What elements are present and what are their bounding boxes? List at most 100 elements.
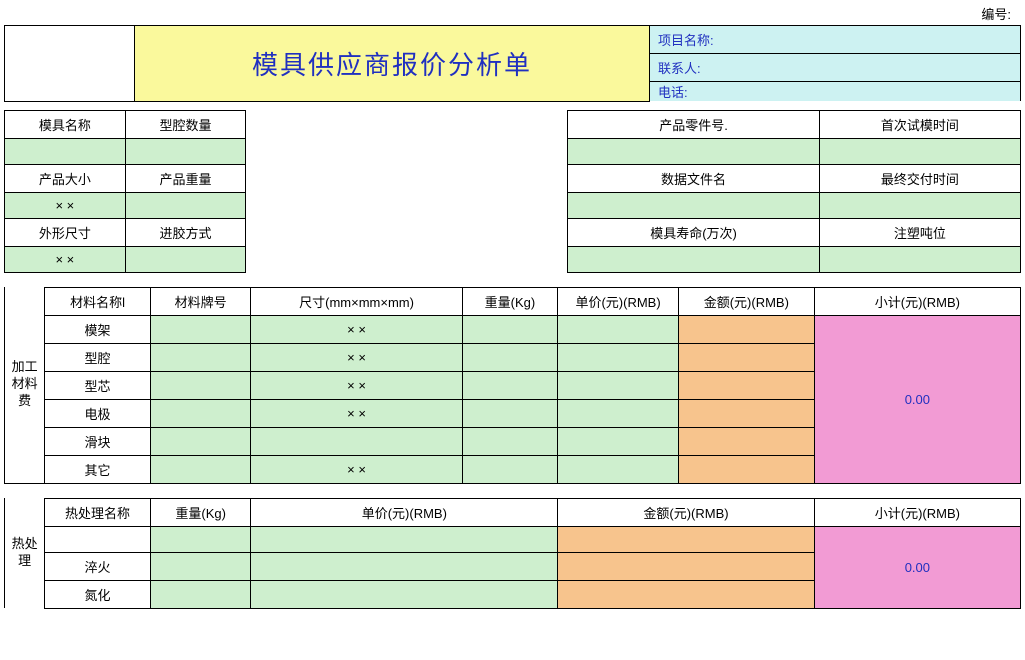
mat-row-brand xyxy=(150,371,251,399)
heat-row-name: 氮化 xyxy=(45,580,151,608)
mat-row-amount xyxy=(678,455,814,483)
mat-row-unit-price xyxy=(558,371,679,399)
part-number-label: 产品零件号. xyxy=(568,110,819,138)
heat-row-unit-price xyxy=(251,526,558,552)
mat-row-brand xyxy=(150,427,251,455)
mat-row-weight xyxy=(462,455,558,483)
heat-section-label: 热处理 xyxy=(5,498,45,608)
mold-life-value xyxy=(568,246,819,272)
mat-row-amount xyxy=(678,427,814,455)
material-subtotal: 0.00 xyxy=(814,315,1020,483)
product-size-value: × × xyxy=(5,192,126,218)
mat-row-brand xyxy=(150,343,251,371)
gap-cell xyxy=(246,192,568,218)
outline-value: × × xyxy=(5,246,126,272)
mat-row-brand xyxy=(150,399,251,427)
heat-row-weight xyxy=(150,526,251,552)
mat-row-name: 模架 xyxy=(45,315,151,343)
mat-row-size: × × xyxy=(251,343,462,371)
cavity-count-label: 型腔数量 xyxy=(125,110,246,138)
heat-col-name: 热处理名称 xyxy=(45,498,151,526)
gate-method-value xyxy=(125,246,246,272)
first-trial-label: 首次试模时间 xyxy=(819,110,1020,138)
col-amount: 金额(元)(RMB) xyxy=(678,287,814,315)
data-file-label: 数据文件名 xyxy=(568,164,819,192)
mat-row-size: × × xyxy=(251,399,462,427)
final-delivery-value xyxy=(819,192,1020,218)
mat-row-weight xyxy=(462,315,558,343)
col-name: 材料名称l xyxy=(45,287,151,315)
product-weight-label: 产品重量 xyxy=(125,164,246,192)
mat-row-amount xyxy=(678,371,814,399)
header-table: 模具供应商报价分析单 项目名称: 联系人: 电话: xyxy=(4,25,1021,102)
gap-cell xyxy=(246,110,568,138)
heat-row-unit-price xyxy=(251,552,558,580)
heat-row-name xyxy=(45,526,151,552)
mat-row-unit-price xyxy=(558,315,679,343)
mat-row-name: 电极 xyxy=(45,399,151,427)
heat-col-weight: 重量(Kg) xyxy=(150,498,251,526)
mat-row-name: 滑块 xyxy=(45,427,151,455)
heat-col-amount: 金额(元)(RMB) xyxy=(558,498,815,526)
mat-row-size: × × xyxy=(251,371,462,399)
gate-method-label: 进胶方式 xyxy=(125,218,246,246)
heat-table: 热处理 热处理名称 重量(Kg) 单价(元)(RMB) 金额(元)(RMB) 小… xyxy=(4,498,1021,609)
mat-row-brand xyxy=(150,455,251,483)
mat-row-amount xyxy=(678,315,814,343)
first-trial-value xyxy=(819,138,1020,164)
part-number-value xyxy=(568,138,819,164)
product-size-label: 产品大小 xyxy=(5,164,126,192)
heat-row-amount xyxy=(558,526,815,552)
product-weight-value xyxy=(125,192,246,218)
mat-row-amount xyxy=(678,399,814,427)
heat-row-weight xyxy=(150,580,251,608)
mat-row-unit-price xyxy=(558,343,679,371)
heat-row-amount xyxy=(558,552,815,580)
gap-cell xyxy=(246,218,568,246)
mat-row-size: × × xyxy=(251,315,462,343)
mat-row-unit-price xyxy=(558,399,679,427)
outline-label: 外形尺寸 xyxy=(5,218,126,246)
mat-row-weight xyxy=(462,371,558,399)
mat-row-name: 其它 xyxy=(45,455,151,483)
injection-tonnage-label: 注塑吨位 xyxy=(819,218,1020,246)
heat-row-amount xyxy=(558,580,815,608)
mat-row-name: 型腔 xyxy=(45,343,151,371)
mat-row-unit-price xyxy=(558,427,679,455)
material-section-label: 加工材料费 xyxy=(5,287,45,483)
phone-label: 电话: xyxy=(650,82,1021,102)
mat-row-brand xyxy=(150,315,251,343)
number-label: 编号: xyxy=(4,4,1021,23)
col-subtotal: 小计(元)(RMB) xyxy=(814,287,1020,315)
form-title: 模具供应商报价分析单 xyxy=(135,26,650,102)
heat-subtotal: 0.00 xyxy=(814,526,1020,608)
mat-row-size xyxy=(251,427,462,455)
col-unit-price: 单价(元)(RMB) xyxy=(558,287,679,315)
gap-cell xyxy=(246,246,568,272)
heat-col-unit-price: 单价(元)(RMB) xyxy=(251,498,558,526)
mat-row-unit-price xyxy=(558,455,679,483)
cavity-count-value xyxy=(125,138,246,164)
project-name-label: 项目名称: xyxy=(650,26,1021,54)
heat-row-unit-price xyxy=(251,580,558,608)
data-file-value xyxy=(568,192,819,218)
contact-label: 联系人: xyxy=(650,54,1021,82)
mat-row-weight xyxy=(462,427,558,455)
mold-name-label: 模具名称 xyxy=(5,110,126,138)
mat-row-size: × × xyxy=(251,455,462,483)
info-table: 模具名称 型腔数量 产品零件号. 首次试模时间 产品大小 产品重量 数据文件名 … xyxy=(4,110,1021,273)
gap-cell xyxy=(246,138,568,164)
col-size: 尺寸(mm×mm×mm) xyxy=(251,287,462,315)
col-weight: 重量(Kg) xyxy=(462,287,558,315)
mat-row-name: 型芯 xyxy=(45,371,151,399)
mat-row-weight xyxy=(462,343,558,371)
injection-tonnage-value xyxy=(819,246,1020,272)
header-left-blank xyxy=(5,26,135,102)
mold-life-label: 模具寿命(万次) xyxy=(568,218,819,246)
mold-name-value xyxy=(5,138,126,164)
final-delivery-label: 最终交付时间 xyxy=(819,164,1020,192)
heat-row-weight xyxy=(150,552,251,580)
heat-col-subtotal: 小计(元)(RMB) xyxy=(814,498,1020,526)
heat-row-name: 淬火 xyxy=(45,552,151,580)
mat-row-amount xyxy=(678,343,814,371)
